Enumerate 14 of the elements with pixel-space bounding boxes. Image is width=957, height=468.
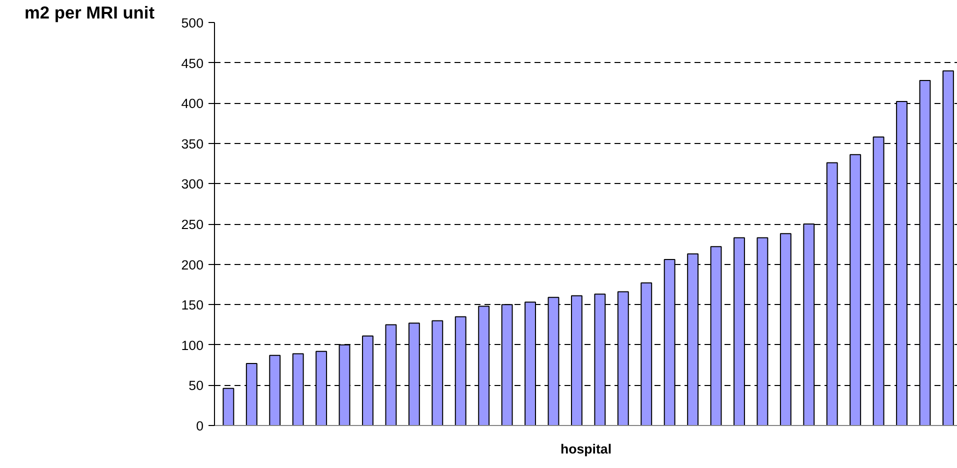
y-tick-label: 450 (181, 56, 204, 71)
y-tick-label: 50 (188, 378, 204, 394)
y-tick-label: 350 (181, 136, 204, 152)
y-tick-label: 200 (181, 257, 204, 272)
bar (222, 388, 234, 426)
y-axis-title: m2 per MRI unit (24, 2, 155, 22)
x-axis-title: hospital (560, 442, 612, 456)
y-tick-label: 100 (181, 338, 204, 353)
y-tick-label: 400 (181, 96, 204, 112)
y-tick-label: 0 (196, 418, 204, 434)
y-tick-label: 150 (181, 298, 204, 313)
y-tick-label: 300 (181, 176, 204, 192)
y-tick-label: 250 (181, 217, 204, 232)
y-tick-label: 500 (181, 16, 204, 30)
